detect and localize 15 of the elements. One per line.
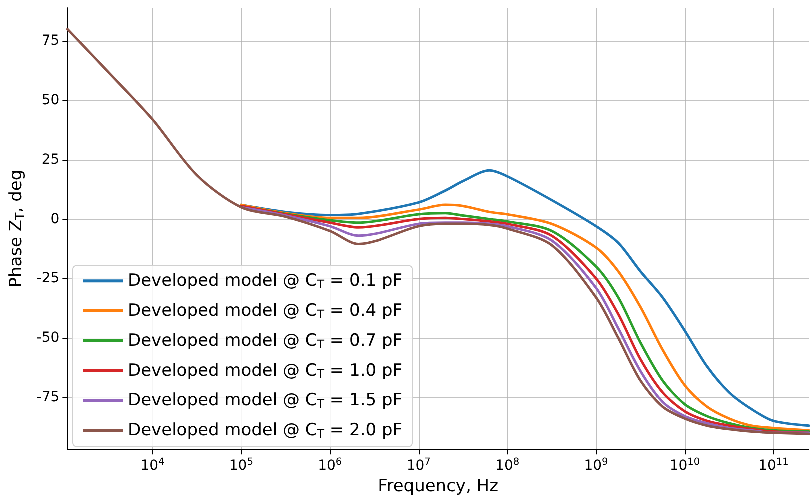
y-tick-label: -75 xyxy=(36,389,60,406)
legend-label: Developed model @ CT = 0.1 pF xyxy=(128,271,403,292)
legend-label: Developed model @ CT = 1.0 pF xyxy=(128,360,403,382)
y-tick-label: -25 xyxy=(36,270,60,287)
y-tick-label: 50 xyxy=(42,92,60,109)
legend-label: Developed model @ CT = 1.5 pF xyxy=(128,390,403,412)
legend-label: Developed model @ CT = 0.7 pF xyxy=(128,330,403,352)
legend-label: Developed model @ CT = 2.0 pF xyxy=(128,420,403,441)
legend-label: Developed model @ CT = 0.4 pF xyxy=(128,301,403,322)
y-tick-label: 0 xyxy=(50,211,60,228)
x-axis-title: Frequency, Hz xyxy=(378,476,499,496)
y-tick-label: 25 xyxy=(42,152,60,168)
y-axis-title: Phase ZT, deg xyxy=(6,170,27,288)
y-tick-label: -50 xyxy=(36,330,60,346)
y-tick-label: 75 xyxy=(42,33,60,50)
